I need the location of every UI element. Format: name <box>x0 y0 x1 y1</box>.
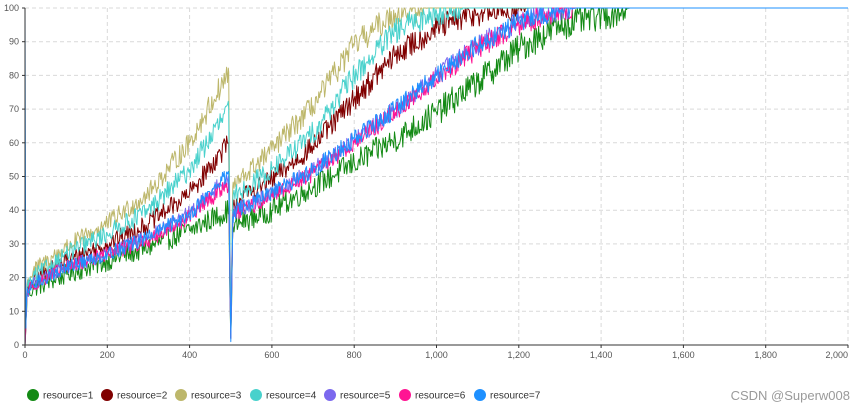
x-tick-label: 200 <box>100 350 115 360</box>
legend: resource=1 resource=2 resource=3 resource=4… <box>27 389 541 402</box>
y-tick-label: 20 <box>9 273 19 283</box>
legend-label: resource=1 <box>43 391 94 402</box>
legend-item-1[interactable]: resource=1 <box>27 389 94 402</box>
y-tick-label: 40 <box>9 205 19 215</box>
legend-label: resource=3 <box>191 391 242 402</box>
x-tick-label: 1,000 <box>425 350 448 360</box>
y-tick-label: 0 <box>14 340 19 350</box>
y-tick-label: 30 <box>9 239 19 249</box>
x-tick-label: 1,400 <box>590 350 613 360</box>
x-tick-label: 1,600 <box>672 350 695 360</box>
legend-label: resource=7 <box>490 391 541 402</box>
series-group <box>24 7 848 346</box>
legend-label: resource=6 <box>415 391 466 402</box>
x-tick-label: 0 <box>22 350 27 360</box>
legend-item-2[interactable]: resource=2 <box>101 389 168 402</box>
y-tick-label: 60 <box>9 138 19 148</box>
y-tick-label: 70 <box>9 104 19 114</box>
x-tick-label: 600 <box>264 350 279 360</box>
legend-swatch <box>175 389 187 401</box>
y-tick-label: 80 <box>9 70 19 80</box>
axes: 0 10 20 30 40 50 60 70 80 90 100 0 200 400 600 800 1,000… <box>4 3 849 360</box>
x-tick-label: 2,000 <box>825 350 848 360</box>
watermark-text: CSDN @Superw008 <box>731 388 850 403</box>
legend-swatch <box>250 389 262 401</box>
legend-swatch <box>474 389 486 401</box>
x-tick-label: 800 <box>347 350 362 360</box>
legend-item-6[interactable]: resource=6 <box>399 389 466 402</box>
y-tick-label: 10 <box>9 306 19 316</box>
legend-label: resource=5 <box>340 391 391 402</box>
legend-label: resource=4 <box>266 391 317 402</box>
legend-swatch <box>324 389 336 401</box>
legend-swatch <box>27 389 39 401</box>
legend-item-3[interactable]: resource=3 <box>175 389 242 402</box>
legend-swatch <box>399 389 411 401</box>
legend-item-4[interactable]: resource=4 <box>250 389 317 402</box>
y-tick-label: 90 <box>9 37 19 47</box>
x-tick-label: 400 <box>182 350 197 360</box>
y-tick-label: 50 <box>9 172 19 182</box>
x-tick-label: 1,800 <box>754 350 777 360</box>
grid <box>25 7 849 345</box>
legend-item-5[interactable]: resource=5 <box>324 389 391 402</box>
y-tick-label: 100 <box>4 3 19 13</box>
legend-label: resource=2 <box>117 391 168 402</box>
series-line-7 <box>24 7 848 343</box>
legend-swatch <box>101 389 113 401</box>
legend-item-7[interactable]: resource=7 <box>474 389 541 402</box>
x-tick-label: 1,200 <box>508 350 531 360</box>
